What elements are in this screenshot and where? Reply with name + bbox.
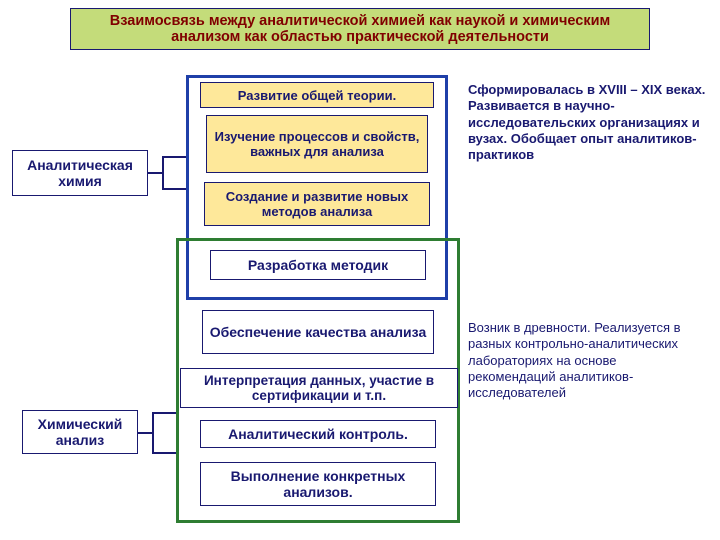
mid-text: Аналитический контроль. [228, 426, 408, 442]
mid-box-5: Обеспечение качества анализа [202, 310, 434, 354]
mid-box-8: Выполнение конкретных анализов. [200, 462, 436, 506]
title-box: Взаимосвязь между аналитической химией к… [70, 8, 650, 50]
left-label-bottom: Химический анализ [22, 410, 138, 454]
mid-box-3: Создание и развитие новых методов анализ… [204, 182, 430, 226]
left-label-top: Аналитическая химия [12, 150, 148, 196]
right-text-2-content: Возник в древности. Реализуется в разных… [468, 320, 681, 400]
connector [148, 172, 162, 174]
mid-text: Выполнение конкретных анализов. [207, 468, 429, 500]
connector [152, 412, 176, 414]
left-label-bottom-text: Химический анализ [27, 416, 133, 448]
connector [162, 156, 164, 188]
right-text-1: Сформировалась в XVIII – XIX веках. Разв… [468, 82, 706, 163]
connector [152, 452, 176, 454]
mid-text: Интерпретация данных, участие в сертифик… [187, 373, 451, 403]
mid-box-2: Изучение процессов и свойств, важных для… [206, 115, 428, 173]
left-label-top-text: Аналитическая химия [17, 157, 143, 189]
mid-text: Изучение процессов и свойств, важных для… [213, 129, 421, 159]
mid-text: Обеспечение качества анализа [210, 324, 426, 340]
mid-box-6: Интерпретация данных, участие в сертифик… [180, 368, 458, 408]
connector [152, 412, 154, 452]
connector [162, 156, 186, 158]
mid-box-7: Аналитический контроль. [200, 420, 436, 448]
right-text-2: Возник в древности. Реализуется в разных… [468, 320, 706, 401]
mid-text: Развитие общей теории. [238, 88, 396, 103]
mid-text: Разработка методик [248, 257, 388, 273]
mid-box-1: Развитие общей теории. [200, 82, 434, 108]
connector [162, 188, 186, 190]
title-text: Взаимосвязь между аналитической химией к… [110, 13, 610, 45]
connector [138, 432, 152, 434]
right-text-1-content: Сформировалась в XVIII – XIX веках. Разв… [468, 82, 705, 162]
mid-text: Создание и развитие новых методов анализ… [211, 189, 423, 219]
mid-box-4: Разработка методик [210, 250, 426, 280]
